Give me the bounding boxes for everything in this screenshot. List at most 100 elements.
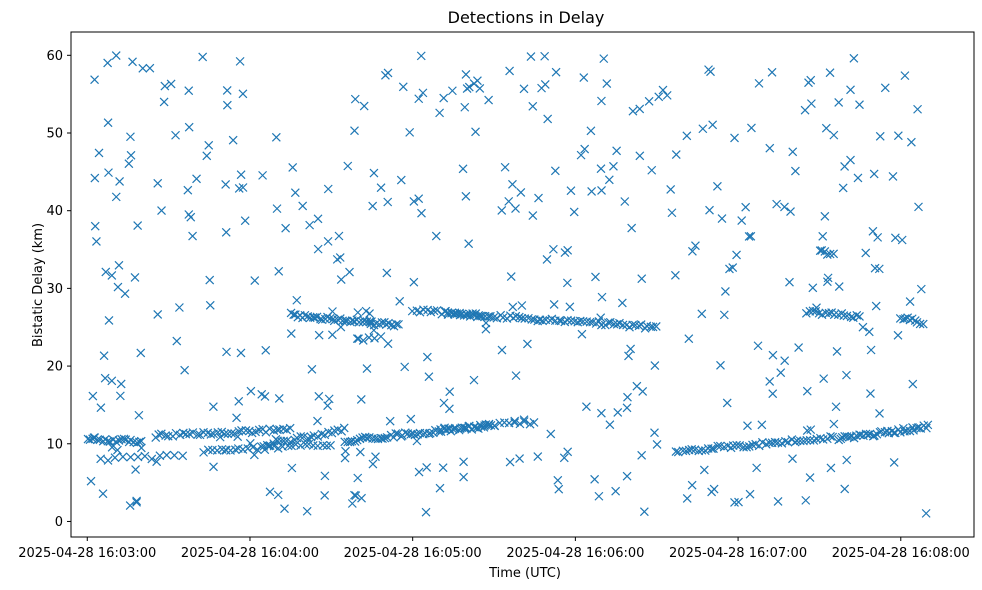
data-point [819, 374, 829, 384]
data-point [915, 319, 925, 329]
data-point [462, 310, 472, 320]
data-point [406, 414, 416, 424]
data-point [594, 491, 604, 501]
data-point [461, 70, 471, 79]
x-tick-label: 2025-04-28 16:03:00 [18, 546, 156, 561]
data-point [405, 127, 415, 137]
data-point [908, 379, 918, 389]
data-point [806, 99, 816, 109]
data-point [222, 347, 231, 357]
data-point [527, 314, 537, 324]
data-point [846, 312, 856, 322]
data-point [459, 472, 469, 482]
data-point [618, 320, 628, 330]
data-point [706, 67, 715, 77]
data-point [662, 90, 672, 100]
data-point [475, 83, 485, 93]
data-point [199, 447, 209, 457]
data-point [554, 316, 564, 325]
data-point [741, 202, 751, 212]
y-tick-label: 0 [55, 515, 63, 530]
data-point [222, 100, 232, 110]
data-point [732, 440, 742, 450]
data-point [712, 181, 722, 191]
data-point [132, 497, 141, 507]
data-point [591, 272, 600, 282]
data-point [508, 302, 518, 312]
data-point [587, 187, 597, 196]
data-point [519, 84, 529, 94]
data-point [717, 214, 727, 224]
data-point [370, 333, 379, 343]
data-point [107, 376, 117, 386]
data-point [490, 421, 500, 431]
data-point [918, 319, 928, 329]
data-point [780, 436, 790, 446]
data-point [320, 490, 330, 500]
data-point [302, 506, 312, 516]
data-point [757, 420, 767, 430]
data-point [470, 422, 479, 432]
y-tick-label: 30 [46, 282, 63, 297]
data-point [834, 282, 844, 291]
data-point [562, 278, 572, 288]
data-point [522, 339, 532, 349]
data-point [380, 70, 390, 80]
data-point [153, 178, 163, 188]
data-point [155, 451, 165, 461]
data-point [473, 76, 482, 86]
data-point [581, 402, 591, 412]
data-point [866, 389, 875, 399]
data-point [435, 108, 445, 118]
data-point [429, 306, 439, 316]
data-point [599, 54, 609, 64]
data-point [250, 276, 260, 286]
data-point [172, 336, 182, 346]
data-point [233, 432, 243, 442]
data-point [609, 161, 618, 171]
data-point [180, 365, 190, 375]
data-point [658, 85, 668, 95]
data-point [409, 277, 419, 287]
data-point [651, 321, 661, 331]
data-point [459, 457, 469, 467]
data-point [382, 432, 392, 442]
data-point [395, 296, 405, 306]
data-point [670, 270, 680, 280]
data-point [611, 486, 621, 496]
data-point [780, 356, 790, 366]
data-point [369, 325, 379, 335]
data-point [188, 428, 198, 437]
data-point [893, 330, 903, 340]
data-point [376, 332, 386, 341]
data-point [238, 89, 248, 99]
data-point [385, 416, 395, 426]
data-point [303, 433, 313, 443]
data-point [802, 435, 812, 445]
data-point [880, 83, 890, 93]
data-point [329, 426, 339, 435]
data-point [414, 194, 424, 204]
data-point [272, 204, 282, 214]
data-point [671, 150, 681, 159]
data-point [785, 277, 794, 287]
data-point [111, 192, 121, 202]
data-point [550, 166, 560, 176]
data-point [468, 309, 478, 318]
data-point [590, 474, 600, 484]
data-point [205, 275, 215, 285]
data-point [605, 420, 615, 430]
data-point [258, 170, 268, 180]
data-point [414, 94, 424, 104]
data-point [260, 391, 270, 401]
data-point [317, 429, 327, 439]
y-tick-label: 10 [46, 437, 63, 452]
data-point [271, 434, 281, 444]
data-point [639, 507, 649, 517]
data-point [542, 254, 552, 264]
data-point [286, 329, 296, 339]
data-point [343, 161, 353, 171]
data-point [114, 260, 124, 270]
data-point [788, 147, 798, 157]
data-point [246, 386, 256, 396]
